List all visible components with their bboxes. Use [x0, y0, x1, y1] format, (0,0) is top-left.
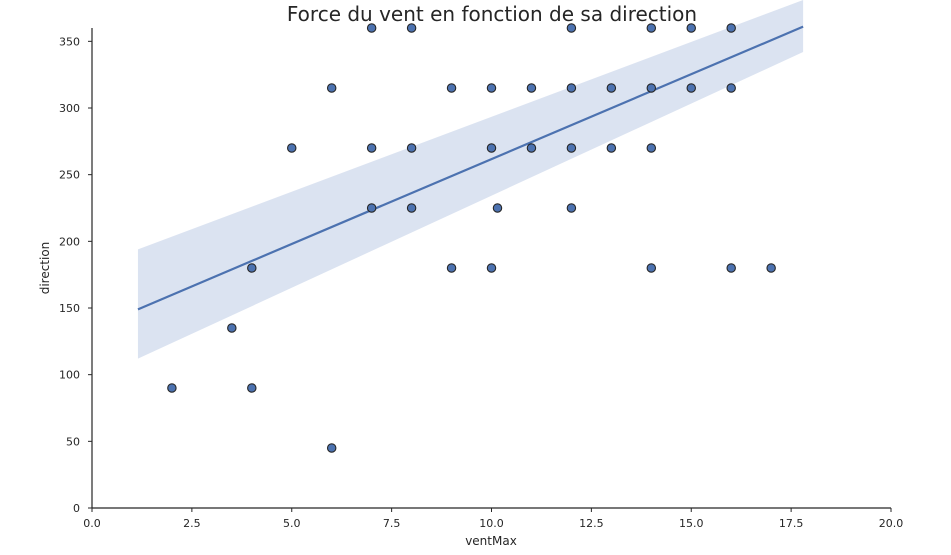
data-point	[486, 143, 497, 153]
y-tick-label: 50	[66, 435, 80, 448]
y-tick-label: 0	[73, 502, 80, 515]
data-point	[766, 263, 776, 273]
chart-title: Force du vent en fonction de sa directio…	[287, 2, 697, 26]
data-point	[646, 263, 657, 273]
y-tick-label: 200	[59, 235, 80, 248]
x-tick-label: 7.5	[383, 517, 401, 530]
data-point	[326, 443, 337, 453]
data-point	[366, 203, 377, 213]
data-points-layer	[167, 23, 776, 453]
data-point	[526, 143, 537, 153]
data-point	[646, 143, 657, 153]
y-tick-label: 150	[59, 302, 80, 315]
data-point	[167, 383, 177, 393]
data-point	[247, 263, 257, 273]
data-point	[227, 323, 237, 333]
data-point	[286, 143, 297, 153]
y-tick-label: 350	[59, 35, 80, 48]
data-point	[686, 23, 696, 33]
data-point	[366, 143, 377, 153]
data-point	[686, 83, 696, 93]
data-point	[566, 203, 577, 213]
confidence-band-layer	[137, 0, 804, 359]
data-point	[366, 23, 377, 33]
y-tick-label: 100	[59, 369, 80, 382]
regression-line	[137, 25, 804, 311]
y-tick-label: 300	[59, 102, 80, 115]
x-tick-label: 0.0	[83, 517, 101, 530]
x-tick-label: 17.5	[779, 517, 804, 530]
data-point	[406, 23, 417, 33]
data-point	[486, 263, 497, 273]
data-point	[566, 83, 577, 93]
x-tick-label: 5.0	[283, 517, 301, 530]
data-point	[526, 83, 537, 93]
data-point	[726, 83, 736, 93]
data-point	[726, 263, 736, 273]
data-point	[446, 83, 457, 93]
data-point	[606, 83, 617, 93]
data-point	[326, 83, 337, 93]
x-tick-label: 15.0	[679, 517, 704, 530]
y-axis-label: direction	[38, 242, 52, 295]
data-point	[606, 143, 617, 153]
axes-layer: 0.0 2.5 5.0 7.5 10.0 12.5 15.0 17.5 20.0 0 50 100 15…	[59, 28, 903, 530]
regression-line-layer	[137, 25, 804, 311]
x-axis-label: ventMax	[465, 534, 517, 548]
data-point	[566, 23, 577, 33]
data-point	[566, 143, 577, 153]
data-point	[446, 263, 457, 273]
confidence-band	[137, 0, 804, 359]
data-point	[486, 83, 497, 93]
x-tick-label: 12.5	[579, 517, 604, 530]
data-point	[247, 383, 257, 393]
x-tick-label: 10.0	[479, 517, 504, 530]
data-point	[646, 83, 657, 93]
x-tick-label: 20.0	[879, 517, 904, 530]
data-point	[492, 203, 503, 213]
x-tick-label: 2.5	[183, 517, 201, 530]
data-point	[726, 23, 736, 33]
data-point	[646, 23, 657, 33]
data-point	[406, 143, 417, 153]
y-tick-label: 250	[59, 169, 80, 182]
data-point	[406, 203, 417, 213]
